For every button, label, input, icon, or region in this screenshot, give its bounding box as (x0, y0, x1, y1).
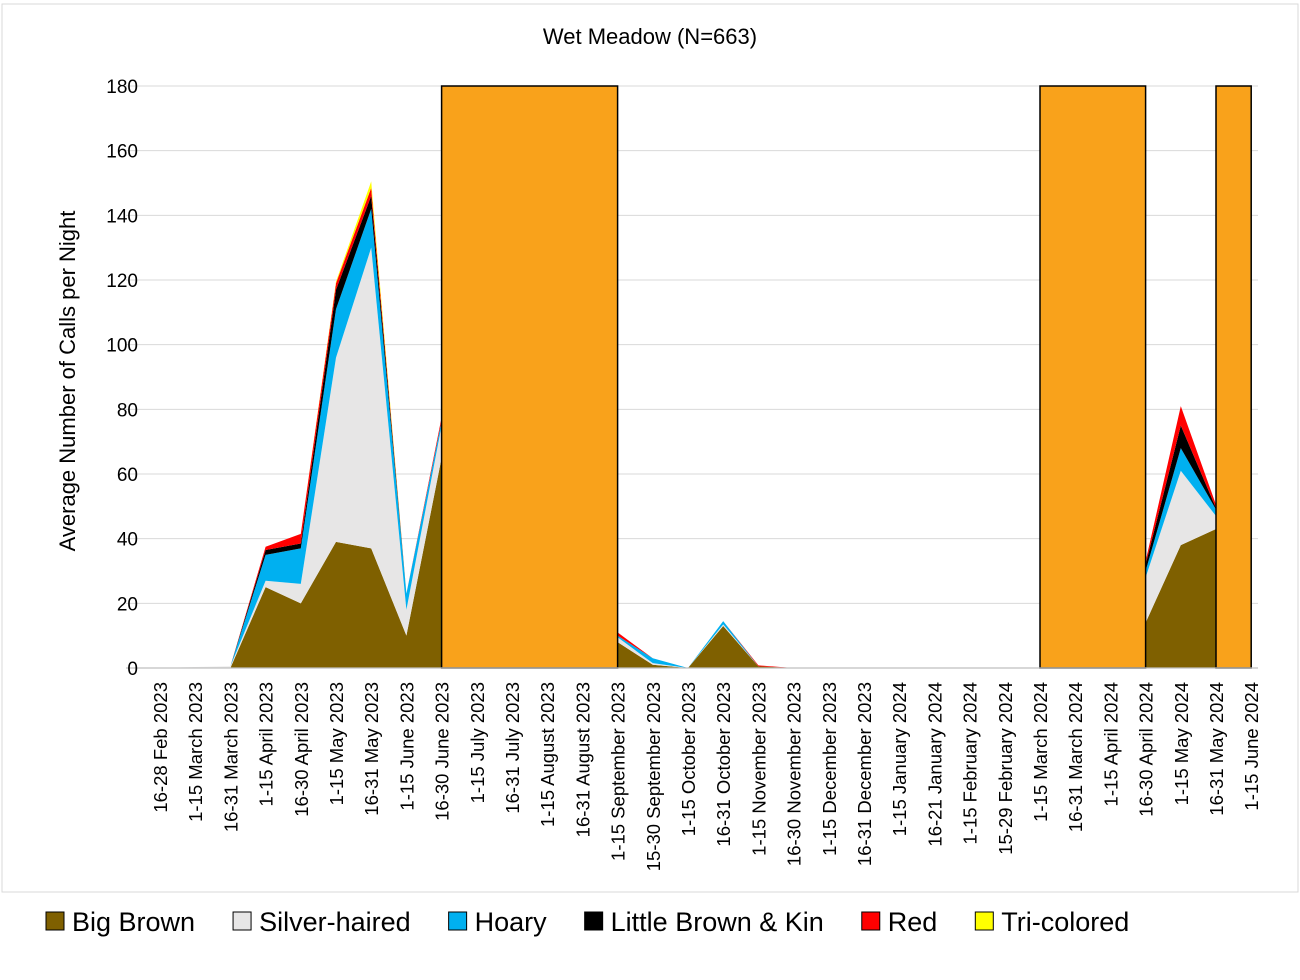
legend-label: Big Brown (72, 907, 195, 937)
x-tick-label: 16-31 May 2023 (361, 682, 382, 816)
legend-item-4: Little Brown & Kin (584, 907, 824, 937)
legend-swatch (861, 911, 881, 931)
chart-border (1, 3, 1299, 893)
x-tick-label: 16-31 July 2023 (502, 682, 523, 814)
y-tick-label: 100 (106, 336, 138, 357)
legend-item-2: Silver-haired (232, 907, 411, 937)
x-tick-label: 1-15 June 2024 (1241, 682, 1262, 811)
y-tick-label: 40 (117, 530, 138, 551)
x-tick-label: 1-15 March 2024 (1030, 682, 1051, 822)
x-tick-label: 1-15 June 2023 (396, 682, 417, 811)
y-tick-label: 120 (106, 271, 138, 292)
legend-swatch (974, 911, 994, 931)
x-tick-label: 16-30 April 2023 (291, 682, 312, 817)
x-tick-label: 1-15 December 2023 (819, 682, 840, 856)
legend: Big Brown Silver-haired Hoary Little Brown … (45, 907, 1129, 937)
y-tick-label: 160 (106, 142, 138, 163)
x-tick-label: 16-30 November 2023 (784, 682, 805, 866)
legend-swatch (232, 911, 252, 931)
x-tick-label: 1-15 November 2023 (748, 682, 769, 856)
x-tick-label: 16-30 April 2024 (1136, 682, 1157, 817)
x-tick-label: 1-15 May 2023 (326, 682, 347, 805)
x-tick-label: 16-28 Feb 2023 (150, 682, 171, 813)
x-tick-label: 16-31 October 2023 (713, 682, 734, 847)
x-tick-label: 1-15 September 2023 (608, 682, 629, 861)
y-tick-label: 80 (117, 400, 138, 421)
y-tick-label: 60 (117, 465, 138, 486)
x-tick-label: 16-31 May 2024 (1206, 682, 1227, 816)
gap-block-2 (1039, 85, 1147, 669)
legend-label: Tri-colored (1001, 907, 1129, 937)
x-tick-labels: 16-28 Feb 2023 1-15 March 2023 16-31 March… (150, 682, 1262, 871)
y-tick-label: 140 (106, 206, 138, 227)
x-tick-label: 16-31 December 2023 (854, 682, 875, 866)
x-tick-label: 1-15 October 2023 (678, 682, 699, 836)
y-tick-label: 0 (127, 659, 138, 680)
legend-label: Red (888, 907, 938, 937)
x-tick-label: 15-30 September 2023 (643, 682, 664, 871)
legend-label: Silver-haired (259, 907, 411, 937)
y-tick-label: 180 (106, 77, 138, 98)
x-tick-label: 16-31 March 2024 (1065, 682, 1086, 832)
x-tick-label: 1-15 May 2024 (1171, 682, 1192, 805)
y-tick-label: 20 (117, 594, 138, 615)
y-tick-labels: 0 20 40 60 80 100 120 140 160 180 (106, 77, 138, 680)
legend-label: Little Brown & Kin (611, 907, 824, 937)
x-tick-label: 1-15 March 2023 (185, 682, 206, 822)
x-tick-label: 16-21 January 2024 (924, 682, 945, 847)
legend-item-5: Red (861, 907, 938, 937)
area-series-1 (160, 457, 1252, 668)
x-tick-label: 15-29 February 2024 (995, 682, 1016, 855)
chart-title: Wet Meadow (N=663) (543, 24, 757, 49)
y-axis-label: Average Number of Calls per Night (55, 211, 80, 552)
x-tick-label: 1-15 January 2024 (889, 682, 910, 836)
x-tick-label: 1-15 April 2024 (1100, 682, 1121, 806)
legend-item-6: Tri-colored (974, 907, 1129, 937)
x-tick-label: 16-31 August 2023 (572, 682, 593, 837)
x-tick-label: 1-15 April 2023 (256, 682, 277, 806)
gap-block-3 (1215, 85, 1252, 669)
gap-blocks (440, 85, 1252, 669)
x-tick-label: 1-15 July 2023 (467, 682, 488, 803)
legend-item-3: Hoary (448, 907, 548, 937)
x-tick-label: 1-15 February 2024 (960, 682, 981, 845)
x-tick-label: 16-30 June 2023 (432, 682, 453, 821)
legend-label: Hoary (475, 907, 548, 937)
gap-block-1 (440, 85, 619, 669)
legend-item-1: Big Brown (45, 907, 195, 937)
legend-swatch (448, 911, 468, 931)
x-tick-label: 16-31 March 2023 (220, 682, 241, 832)
legend-swatch (45, 911, 65, 931)
legend-swatch (584, 911, 604, 931)
x-tick-label: 1-15 August 2023 (537, 682, 558, 827)
